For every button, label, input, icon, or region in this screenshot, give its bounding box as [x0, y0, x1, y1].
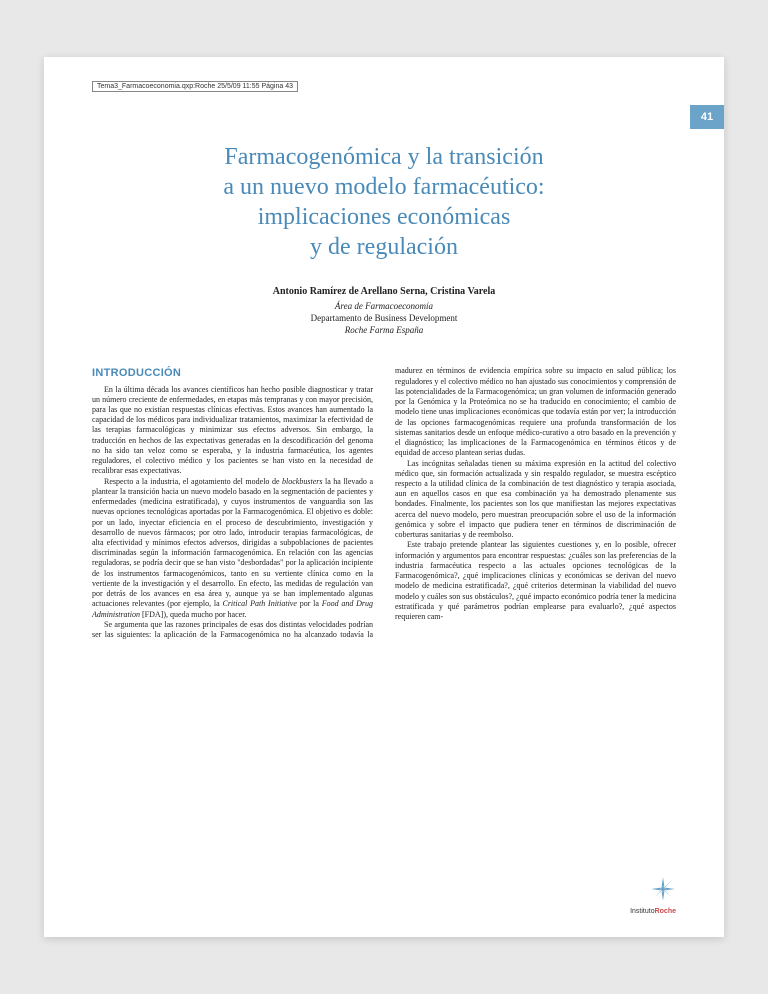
- title-block: Farmacogenómica y la transición a un nue…: [92, 142, 676, 262]
- p2-span-c: la ha llevado a plantear la transición h…: [92, 477, 373, 609]
- article-title: Farmacogenómica y la transición a un nue…: [92, 142, 676, 262]
- p2-span-e: por la: [297, 599, 322, 608]
- title-line-1: Farmacogenómica y la transición: [224, 144, 543, 170]
- title-line-2: a un nuevo modelo farmacéutico:: [223, 174, 544, 200]
- paragraph-2: Respecto a la industria, el agotamiento …: [92, 477, 373, 620]
- publisher-logo: InstitutoRoche: [630, 876, 676, 915]
- p2-span-a: Respecto a la industria, el agotamiento …: [104, 477, 282, 486]
- title-line-4: y de regulación: [310, 234, 458, 260]
- affiliation: Área de Farmacoeconomía Departamento de …: [92, 300, 676, 336]
- paragraph-5: Este trabajo pretende plantear las sigui…: [395, 540, 676, 622]
- affiliation-line-1: Área de Farmacoeconomía: [335, 301, 433, 311]
- paragraph-1: En la última década los avances científi…: [92, 385, 373, 477]
- paragraph-4: Las incógnitas señaladas tienen su máxim…: [395, 459, 676, 541]
- body-columns: INTRODUCCIÓN En la última década los ava…: [92, 366, 676, 640]
- author-names: Antonio Ramírez de Arellano Serna, Crist…: [92, 286, 676, 297]
- logo-text-brand: Roche: [655, 908, 676, 915]
- page-number-tab: 41: [690, 105, 724, 129]
- affiliation-line-2-prefix: Departamento de: [311, 313, 375, 323]
- affiliation-line-2-em: Business Development: [375, 313, 458, 323]
- logo-text: InstitutoRoche: [630, 908, 676, 915]
- logo-starburst-icon: [650, 876, 676, 902]
- crop-mark-line: Tema3_Farmacoeconomia.qxp:Roche 25/5/09 …: [92, 81, 298, 92]
- p2-span-g: [FDA]), queda mucho por hacer.: [140, 610, 246, 619]
- section-heading-introduccion: INTRODUCCIÓN: [92, 366, 373, 380]
- title-line-3: implicaciones económicas: [258, 204, 511, 230]
- p2-em-cpi: Critical Path Initiative: [222, 599, 296, 608]
- affiliation-line-3: Roche Farma España: [345, 325, 424, 335]
- document-page: Tema3_Farmacoeconomia.qxp:Roche 25/5/09 …: [44, 57, 724, 937]
- logo-text-prefix: Instituto: [630, 908, 655, 915]
- p2-em-blockbusters: blockbusters: [282, 477, 322, 486]
- authors-block: Antonio Ramírez de Arellano Serna, Crist…: [92, 286, 676, 336]
